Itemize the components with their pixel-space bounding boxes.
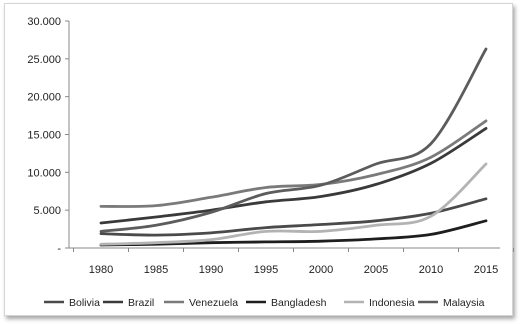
y-tick-label: 15.000 bbox=[27, 130, 61, 142]
y-tick-label: 5.000 bbox=[33, 205, 61, 217]
x-tick-label: 1995 bbox=[254, 264, 278, 276]
legend-label-bolivia: Bolivia bbox=[69, 297, 100, 309]
legend-label-brazil: Brazil bbox=[128, 297, 154, 309]
y-tick-label: 20.000 bbox=[27, 92, 61, 104]
series-line-indonesia bbox=[99, 162, 488, 246]
legend: Bolivia Brazil Venezuela Bangladesh Indonesi… bbox=[44, 297, 485, 309]
x-tick-label: 2000 bbox=[309, 264, 333, 276]
x-tick-label: 2010 bbox=[419, 264, 443, 276]
series-lines bbox=[99, 47, 488, 247]
x-tick-label: 1985 bbox=[144, 264, 168, 276]
y-tick-label: - bbox=[57, 243, 61, 255]
y-tick-label: 25.000 bbox=[27, 54, 61, 66]
legend-label-malaysia: Malaysia bbox=[443, 297, 485, 309]
y-tick-label: 10.000 bbox=[27, 167, 61, 179]
y-axis-ticks: - 5.000 10.000 15.000 20.000 25.000 30.000 bbox=[27, 16, 69, 255]
x-tick-label: 1980 bbox=[89, 264, 113, 276]
x-tick-label: 2015 bbox=[474, 264, 498, 276]
series-line-bangladesh bbox=[99, 219, 488, 247]
x-tick-label: 2005 bbox=[364, 264, 388, 276]
series-line-venezuela bbox=[99, 119, 488, 208]
x-tick-label: 1990 bbox=[199, 264, 223, 276]
chart-frame: - 5.000 10.000 15.000 20.000 25.000 30.000 198… bbox=[4, 3, 514, 316]
series-line-malaysia bbox=[99, 47, 488, 233]
series-line-bolivia bbox=[99, 197, 488, 237]
line-chart: - 5.000 10.000 15.000 20.000 25.000 30.000 198… bbox=[27, 16, 514, 309]
y-tick-label: 30.000 bbox=[27, 16, 61, 28]
series-line-brazil bbox=[99, 127, 488, 225]
legend-label-indonesia: Indonesia bbox=[369, 297, 415, 309]
legend-label-bangladesh: Bangladesh bbox=[271, 297, 327, 309]
legend-label-venezuela: Venezuela bbox=[189, 297, 238, 309]
x-axis-ticks: 1980 1985 1990 1995 2000 2005 2010 2015 bbox=[73, 248, 514, 276]
